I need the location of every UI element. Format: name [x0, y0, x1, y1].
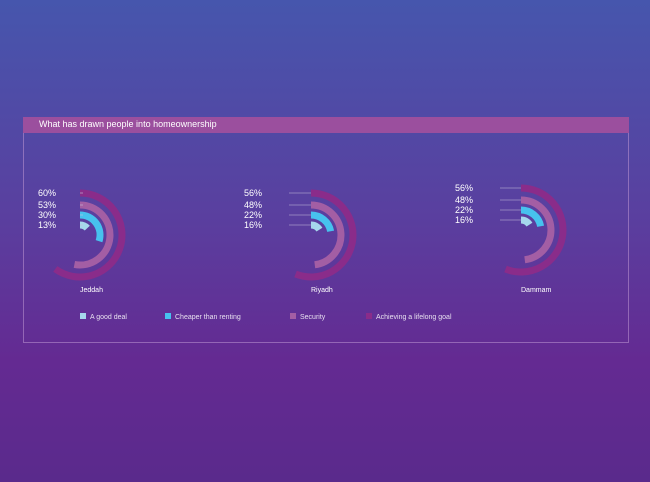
chart-title: What has drawn people into homeownership: [39, 119, 217, 129]
legend-swatch-a-good-deal: [80, 313, 86, 319]
city-label-dammam: Dammam: [521, 287, 552, 294]
pct-label-dammam-2: 22%: [455, 205, 473, 215]
pct-label-dammam-3: 16%: [455, 215, 473, 225]
pct-label-riyadh-1: 48%: [244, 200, 262, 210]
pct-label-riyadh-2: 22%: [244, 210, 262, 220]
pct-label-jeddah-1: 53%: [38, 200, 56, 210]
arc-dammam-security: [520, 196, 555, 264]
legend-label-security: Security: [300, 314, 326, 321]
pct-label-riyadh-3: 16%: [244, 220, 262, 230]
pct-label-jeddah-0: 60%: [38, 188, 56, 198]
pct-label-dammam-0: 56%: [455, 183, 473, 193]
arc-jeddah-achieving-a-lifelong-goal: [53, 189, 126, 281]
arc-riyadh-a-good-deal: [310, 221, 323, 232]
pct-label-jeddah-3: 13%: [38, 220, 56, 230]
city-label-riyadh: Riyadh: [311, 287, 333, 294]
legend-swatch-security: [290, 313, 296, 319]
arc-riyadh-security: [310, 201, 345, 269]
pct-label-dammam-1: 48%: [455, 195, 473, 205]
legend-label-cheaper-than-renting: Cheaper than renting: [175, 314, 241, 321]
city-label-jeddah: Jeddah: [80, 287, 103, 294]
pct-label-riyadh-0: 56%: [244, 188, 262, 198]
arc-riyadh-achieving-a-lifelong-goal: [294, 189, 357, 281]
title-bar: What has drawn people into homeownership: [23, 117, 629, 133]
arc-riyadh-cheaper-than-renting: [310, 211, 335, 233]
legend-label-a-good-deal: A good deal: [90, 314, 127, 321]
legend-swatch-achieving-a-lifelong-goal: [366, 313, 372, 319]
arc-dammam-achieving-a-lifelong-goal: [504, 184, 567, 276]
arc-jeddah-cheaper-than-renting: [79, 211, 104, 243]
legend-swatch-cheaper-than-renting: [165, 313, 171, 319]
arc-dammam-cheaper-than-renting: [520, 206, 545, 228]
pct-label-jeddah-2: 30%: [38, 210, 56, 220]
legend-label-achieving-a-lifelong-goal: Achieving a lifelong goal: [376, 314, 452, 321]
arc-dammam-a-good-deal: [520, 216, 533, 227]
arc-jeddah-a-good-deal: [79, 221, 90, 231]
arc-jeddah-security: [73, 201, 114, 269]
